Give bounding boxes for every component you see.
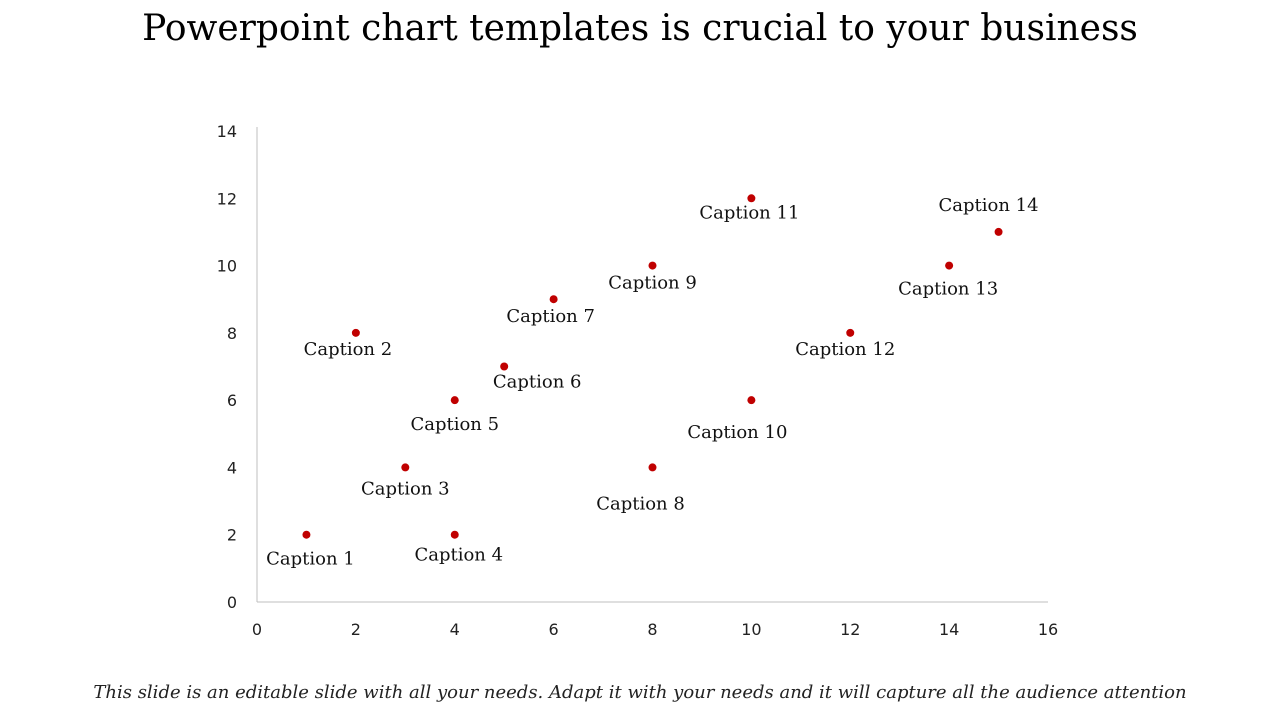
x-tick-label: 6 [549,620,559,639]
data-label: Caption 8 [596,493,685,514]
scatter-point [302,530,311,539]
scatter-point [747,396,756,405]
y-tick-label: 12 [217,189,237,208]
data-label: Caption 10 [687,422,787,443]
scatter-point [648,261,657,270]
data-label: Caption 6 [493,372,582,393]
data-labels: Caption 1 Caption 2 Caption 3 Caption 4 Capt… [266,195,1038,570]
scatter-point [401,463,410,472]
data-label: Caption 1 [266,549,355,570]
y-tick-label: 14 [217,122,237,141]
data-label: Caption 13 [898,279,998,300]
scatter-point [450,530,459,539]
data-label: Caption 12 [795,339,895,360]
data-label: Caption 5 [410,414,499,435]
x-tick-label: 12 [840,620,860,639]
data-label: Caption 4 [414,545,503,566]
data-label: Caption 2 [304,339,393,360]
y-tick-label: 8 [227,324,237,343]
scatter-point [351,328,360,337]
scatter-point [500,362,509,371]
scatter-point [648,463,657,472]
data-label: Caption 14 [939,195,1039,216]
x-tick-label: 4 [450,620,460,639]
y-tick-label: 2 [227,526,237,545]
x-tick-label: 0 [252,620,262,639]
tick-labels: 0 2 4 6 8 10 12 14 16 0 2 4 6 8 10 12 14 [217,122,1059,639]
scatter-point [846,328,855,337]
y-tick-label: 0 [227,593,237,612]
y-tick-label: 6 [227,391,237,410]
data-label: Caption 11 [699,202,799,223]
x-tick-label: 2 [351,620,361,639]
x-tick-label: 14 [939,620,959,639]
scatter-point [450,396,459,405]
data-label: Caption 3 [361,478,450,499]
scatter-point [994,227,1003,236]
slide-title: Powerpoint chart templates is crucial to… [142,8,1138,49]
data-label: Caption 7 [506,306,595,327]
y-tick-label: 10 [217,257,237,276]
scatter-point [549,295,558,304]
y-tick-label: 4 [227,458,237,477]
x-tick-label: 8 [647,620,657,639]
scatter-point [747,194,756,203]
x-tick-label: 10 [741,620,761,639]
x-tick-label: 16 [1038,620,1058,639]
data-points [302,194,1003,539]
scatter-point [945,261,954,270]
data-label: Caption 9 [608,273,697,294]
slide-footer: This slide is an editable slide with all… [93,682,1187,703]
